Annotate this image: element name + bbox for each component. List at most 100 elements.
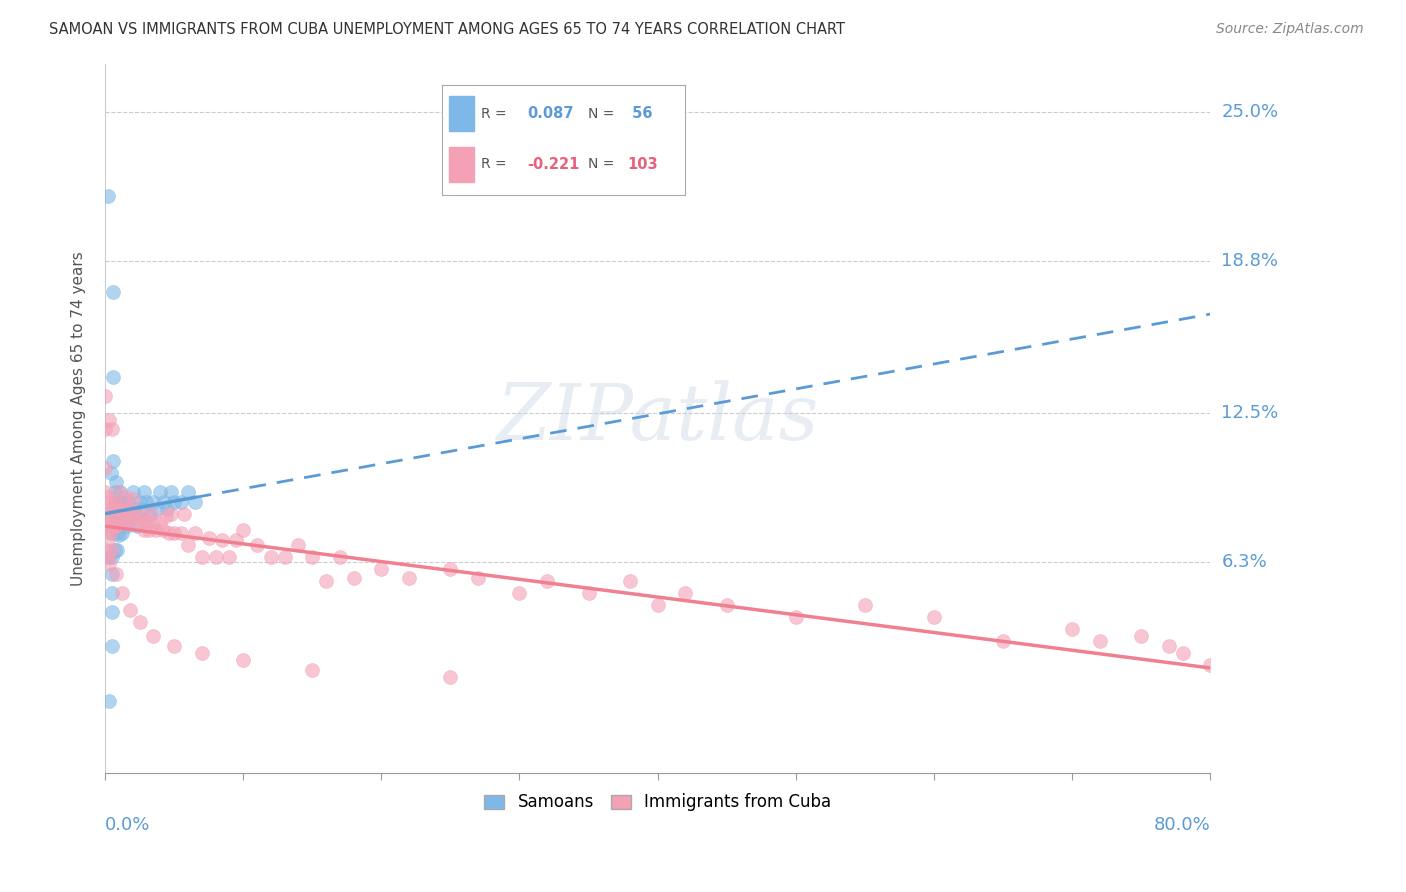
Point: [118, 516, 141, 531]
Point: [124, 508, 146, 523]
Point: [103, 369, 125, 384]
Point: [163, 494, 186, 508]
Point: [104, 501, 127, 516]
Point: [104, 485, 127, 500]
Point: [117, 501, 139, 516]
Point: [101, 605, 124, 619]
Point: [146, 501, 169, 516]
Point: [94, 485, 117, 500]
Point: [125, 518, 148, 533]
Point: [107, 508, 129, 523]
Point: [163, 525, 186, 540]
Point: [170, 494, 193, 508]
Point: [101, 639, 124, 653]
Point: [96, 518, 118, 533]
Point: [149, 485, 172, 500]
Point: [105, 501, 128, 516]
Point: [177, 538, 200, 552]
Point: [104, 494, 127, 508]
Point: [197, 531, 219, 545]
Point: [152, 524, 174, 538]
Point: [100, 466, 122, 480]
Point: [619, 574, 641, 588]
Point: [98, 494, 121, 508]
Point: [110, 525, 132, 540]
Point: [120, 507, 142, 521]
Point: [107, 501, 129, 516]
Point: [716, 598, 738, 612]
Y-axis label: Unemployment Among Ages 65 to 74 years: Unemployment Among Ages 65 to 74 years: [72, 252, 86, 586]
Point: [103, 453, 125, 467]
Text: Source: ZipAtlas.com: Source: ZipAtlas.com: [1216, 22, 1364, 37]
Point: [107, 508, 129, 523]
Point: [98, 557, 121, 571]
Point: [991, 634, 1014, 648]
Point: [104, 518, 127, 533]
Point: [107, 485, 129, 500]
Point: [647, 598, 669, 612]
Point: [1171, 646, 1194, 660]
Point: [160, 485, 183, 500]
Point: [118, 603, 141, 617]
Point: [108, 485, 131, 500]
Point: [108, 508, 131, 523]
Point: [163, 639, 186, 653]
Point: [101, 566, 124, 581]
Text: ZIPatlas: ZIPatlas: [496, 381, 818, 457]
Point: [145, 524, 167, 538]
Point: [260, 549, 283, 564]
Point: [104, 518, 127, 533]
Point: [853, 598, 876, 612]
Point: [108, 501, 131, 516]
Point: [439, 670, 461, 684]
Point: [101, 422, 124, 436]
Point: [111, 508, 134, 523]
Point: [124, 508, 146, 523]
Point: [107, 494, 129, 508]
Legend: Samoans, Immigrants from Cuba: Samoans, Immigrants from Cuba: [478, 787, 838, 818]
Point: [97, 533, 120, 547]
Point: [138, 524, 160, 538]
Point: [94, 508, 117, 523]
Point: [128, 494, 150, 508]
Point: [536, 574, 558, 588]
Point: [97, 549, 120, 564]
Point: [100, 508, 122, 523]
Point: [98, 549, 121, 564]
Point: [135, 494, 157, 508]
Point: [114, 501, 136, 516]
Point: [105, 518, 128, 533]
Point: [101, 501, 124, 516]
Point: [122, 501, 145, 516]
Point: [190, 549, 212, 564]
Text: 80.0%: 80.0%: [1153, 816, 1211, 834]
Point: [190, 646, 212, 660]
Point: [98, 413, 121, 427]
Point: [184, 494, 207, 508]
Point: [104, 542, 127, 557]
Point: [467, 572, 489, 586]
Point: [184, 525, 207, 540]
Point: [301, 663, 323, 677]
Point: [160, 507, 183, 521]
Point: [101, 518, 124, 533]
Point: [132, 485, 155, 500]
Point: [142, 494, 165, 508]
Point: [112, 494, 135, 508]
Point: [370, 562, 392, 576]
Point: [135, 514, 157, 528]
Point: [139, 507, 162, 521]
Text: SAMOAN VS IMMIGRANTS FROM CUBA UNEMPLOYMENT AMONG AGES 65 TO 74 YEARS CORRELATIO: SAMOAN VS IMMIGRANTS FROM CUBA UNEMPLOYM…: [49, 22, 845, 37]
Point: [107, 525, 129, 540]
Point: [1060, 622, 1083, 636]
Point: [100, 508, 122, 523]
Point: [225, 533, 247, 547]
Point: [110, 586, 132, 600]
Text: 25.0%: 25.0%: [1222, 103, 1278, 121]
Point: [103, 285, 125, 300]
Point: [273, 549, 295, 564]
Point: [157, 525, 180, 540]
Point: [204, 549, 226, 564]
Point: [343, 572, 366, 586]
Point: [117, 494, 139, 508]
